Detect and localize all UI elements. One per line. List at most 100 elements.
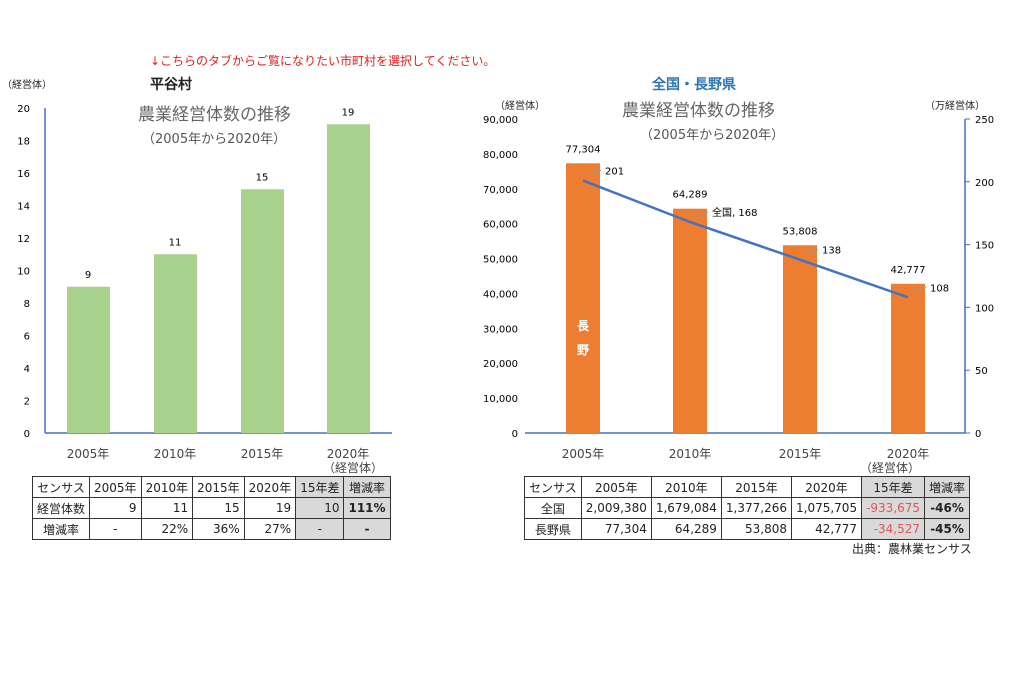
left-chart-subtitle: （2005年から2020年） [142, 132, 287, 147]
right-y2-tick: 0 [975, 429, 981, 440]
right-y2-unit: （万経営体） [925, 101, 985, 112]
nagano-bar [673, 208, 707, 433]
table-cell: 全国 [524, 497, 582, 519]
table-cell: 経営体数 [31, 497, 91, 519]
left-y-tick: 16 [17, 169, 30, 180]
table-cell: - [295, 518, 345, 540]
table-header-cell: 増減率 [924, 476, 971, 498]
nagano-bar-label: 77,304 [566, 144, 601, 155]
table-row: 長野県 77,304 64,289 53,808 42,777 -34,527 -45% [524, 518, 971, 540]
table-cell: 11 [140, 497, 194, 519]
left-bar-label: 15 [256, 172, 269, 183]
table-header-cell: 2020年 [243, 476, 297, 498]
table-cell: 77,304 [580, 518, 652, 540]
right-x-tick: 2020年 [887, 447, 930, 461]
instruction-note: ↓こちらのタブからご覧になりたい市町村を選択してください。 [150, 54, 496, 68]
leader-line [693, 211, 709, 217]
table-header-cell: 2005年 [580, 476, 652, 498]
left-y-tick: 4 [24, 364, 30, 375]
left-x-tick: 2020年 [327, 447, 370, 461]
right-y-tick: 20,000 [483, 359, 518, 370]
right-y-tick: 70,000 [483, 185, 518, 196]
table-cell: 1,679,084 [650, 497, 722, 519]
right-y2-tick: 50 [975, 366, 988, 377]
table-row: 経営体数 9 11 15 19 10 111% [31, 497, 391, 519]
nagano-bar-label: 53,808 [783, 226, 818, 237]
zenkoku-line [582, 179, 909, 299]
table-cell: 27% [243, 518, 297, 540]
table-cell: -45% [924, 518, 971, 540]
zenkoku-line-label: 全国, 168 [712, 206, 757, 219]
leader-line [911, 286, 927, 292]
right-y-unit: （経営体） [495, 101, 545, 112]
right-region-title: 全国・長野県 [652, 77, 736, 93]
table-cell: 42,777 [790, 518, 863, 540]
table-cell: 1,075,705 [790, 497, 863, 519]
table-header-cell: 15年差 [861, 476, 926, 498]
table-cell: 増減率 [31, 518, 91, 540]
left-bar-label: 9 [85, 270, 91, 281]
right-y-tick: 30,000 [483, 324, 518, 335]
table-cell: - [89, 518, 142, 540]
table-header-cell: 2020年 [790, 476, 863, 498]
right-y-tick: 90,000 [483, 115, 518, 126]
zenkoku-line-label: 108 [930, 283, 949, 294]
left-y-tick: 0 [24, 429, 30, 440]
right-y2-tick: 150 [975, 241, 994, 252]
zenkoku-line-label: 201 [605, 167, 624, 178]
left-bar [241, 189, 284, 433]
left-region-title: 平谷村 [150, 77, 192, 93]
right-y-tick: 0 [512, 429, 518, 440]
left-y-tick: 18 [17, 137, 30, 148]
table-cell: 1,377,266 [720, 497, 793, 519]
table-cell: -46% [924, 497, 971, 519]
left-y-tick: 8 [24, 299, 30, 310]
table-row: センサス 2005年 2010年 2015年 2020年 15年差 増減率 [524, 476, 971, 498]
zenkoku-line-label: 138 [822, 246, 841, 257]
right-y-tick: 60,000 [483, 220, 518, 231]
right-y-tick: 40,000 [483, 289, 518, 300]
table-header-cell: センサス [31, 476, 91, 498]
table-cell: 15 [192, 497, 245, 519]
table-header-cell: 2010年 [140, 476, 194, 498]
nagano-bar [566, 163, 600, 434]
table-cell: 53,808 [720, 518, 793, 540]
left-y-unit: （経営体） [2, 80, 52, 91]
table-cell: -933,675 [861, 497, 926, 519]
right-y2-tick: 200 [975, 178, 994, 189]
right-y2-tick: 250 [975, 115, 994, 126]
table-cell: 36% [192, 518, 245, 540]
table-header-cell: 2015年 [720, 476, 793, 498]
table-cell: 19 [243, 497, 297, 519]
right-x-tick: 2005年 [562, 447, 605, 461]
left-x-tick: 2005年 [67, 447, 110, 461]
table-row: センサス 2005年 2010年 2015年 2020年 15年差 増減率 [31, 476, 391, 498]
left-y-tick: 14 [17, 202, 30, 213]
left-bar-label: 19 [342, 107, 355, 118]
left-bar [327, 124, 370, 433]
nagano-series-label: 野 [577, 343, 589, 357]
table-header-cell: センサス [524, 476, 582, 498]
left-bar [154, 254, 197, 433]
right-y-tick: 80,000 [483, 150, 518, 161]
nagano-bar-label: 64,289 [673, 190, 708, 201]
table-header-cell: 2005年 [89, 476, 142, 498]
left-x-tick: 2010年 [154, 447, 197, 461]
left-y-tick: 2 [24, 397, 30, 408]
table-header-cell: 2015年 [192, 476, 245, 498]
nagano-bar [891, 283, 925, 433]
nagano-bar-label: 42,777 [891, 265, 926, 276]
table-cell: - [343, 518, 391, 540]
left-x-tick: 2015年 [241, 447, 284, 461]
table-cell: 64,289 [650, 518, 722, 540]
left-y-tick: 20 [17, 104, 30, 115]
leader-line [586, 170, 602, 176]
nagano-bar [783, 245, 817, 433]
table-cell: -34,527 [861, 518, 926, 540]
table-cell: 22% [140, 518, 194, 540]
left-x-unit: （経営体） [323, 461, 384, 475]
right-chart-title: 農業経営体数の推移 [622, 101, 775, 121]
left-table: センサス 2005年 2010年 2015年 2020年 15年差 増減率 経営体数 9 11 15… [31, 476, 391, 540]
leader-line [803, 249, 819, 255]
source-note: 出典：農林業センサス [852, 542, 972, 556]
